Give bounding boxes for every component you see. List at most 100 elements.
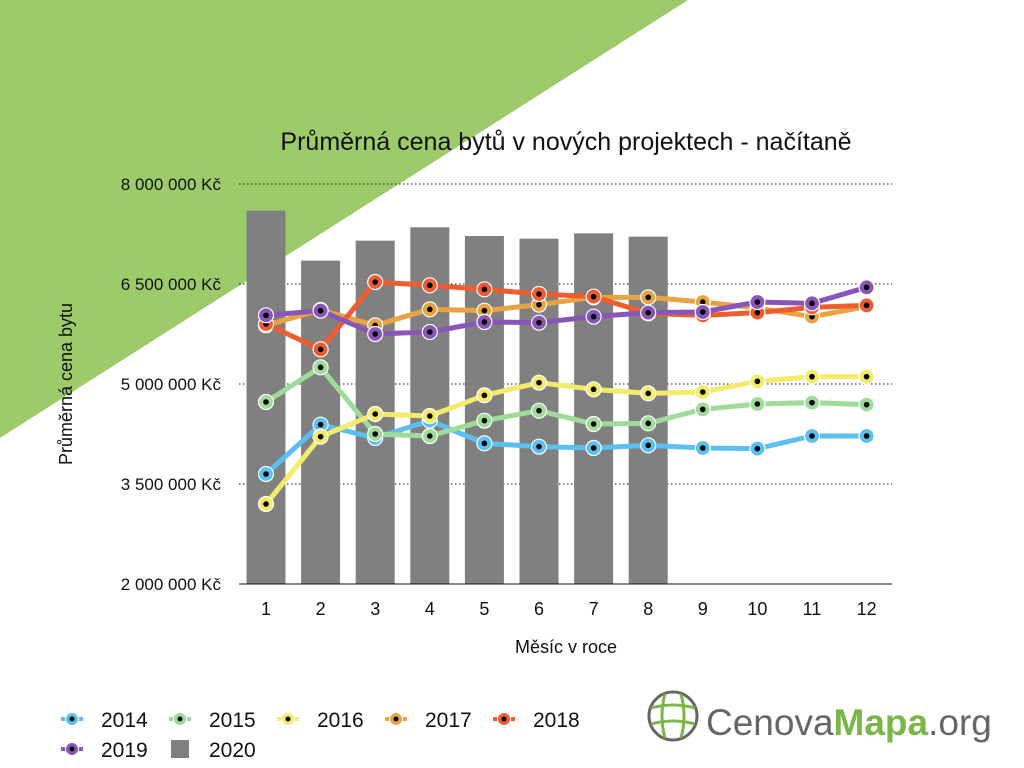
x-tick-label: 11 <box>803 599 822 619</box>
x-tick-label: 8 <box>643 599 653 619</box>
point-center <box>317 307 324 314</box>
point-center <box>700 389 706 395</box>
point-center <box>863 373 870 380</box>
point-center <box>645 442 651 449</box>
point-center <box>372 279 379 285</box>
legend: 2014 2015 2016 2017 2018 2019 2020 <box>61 709 580 762</box>
point-center <box>427 282 433 289</box>
point-center <box>536 291 542 297</box>
point-center <box>481 286 488 293</box>
legend-swatch-dot <box>285 716 291 722</box>
point-center <box>372 331 379 337</box>
point-center <box>863 284 870 291</box>
point-center <box>481 417 488 424</box>
point-center <box>263 312 269 319</box>
series-2016 <box>257 368 875 513</box>
legend-item-2016: 2016 <box>277 709 364 732</box>
line-2015 <box>263 364 870 439</box>
line-2019 <box>263 284 870 337</box>
logo-part-cenova: Cenova <box>706 702 834 743</box>
series-2019 <box>257 279 875 343</box>
x-tick-label: 3 <box>370 599 380 619</box>
legend-label: 2018 <box>533 709 580 732</box>
x-tick-label: 1 <box>261 599 271 619</box>
legend-swatch-dot <box>69 746 75 752</box>
x-tick-label: 4 <box>425 599 435 619</box>
series-2015 <box>257 359 875 445</box>
point-center <box>536 379 542 386</box>
point-center <box>700 406 706 413</box>
point-center <box>427 433 433 439</box>
x-axis-ticks: 1 2 3 4 5 6 7 8 9 10 11 12 <box>261 599 877 619</box>
line-2018 <box>263 279 870 352</box>
y-axis-label: Průměrná cena bytu <box>56 303 76 465</box>
point-center <box>536 407 542 414</box>
legend-label: 2019 <box>101 739 148 762</box>
logo-part-mapa: Mapa <box>834 702 929 743</box>
series-2014 <box>257 412 875 483</box>
point-center <box>317 433 324 440</box>
legend-label: 2016 <box>317 709 364 732</box>
legend-label: 2020 <box>209 739 256 762</box>
point-center <box>317 364 324 371</box>
y-tick-label: 5 000 000 Kč <box>121 375 222 394</box>
point-center <box>590 445 597 451</box>
line-2014 <box>263 418 870 477</box>
legend-item-2019: 2019 <box>61 739 148 762</box>
point-center <box>754 445 761 452</box>
point-center <box>754 378 761 385</box>
cenovamapa-logo: CenovaMapa.org <box>647 690 992 743</box>
point-center <box>645 390 651 397</box>
legend-swatch-dot <box>69 716 75 722</box>
y-axis-ticks: 2 000 000 Kč 3 500 000 Kč 5 000 000 Kč 6 50… <box>121 175 222 594</box>
legend-item-2017: 2017 <box>385 709 472 732</box>
legend-swatch-dot <box>177 716 183 722</box>
point-center <box>317 421 324 428</box>
point-center <box>263 399 269 405</box>
legend-swatch-dot <box>501 716 507 722</box>
point-center <box>863 433 870 439</box>
point-center <box>700 309 706 315</box>
y-tick-label: 2 000 000 Kč <box>121 575 222 594</box>
x-tick-label: 9 <box>698 599 708 619</box>
chart-title: Průměrná cena bytů v nových projektech -… <box>280 128 851 156</box>
point-center <box>536 443 542 450</box>
point-center <box>700 299 706 305</box>
legend-item-2014: 2014 <box>61 709 148 732</box>
legend-item-2020: 2020 <box>171 739 256 762</box>
point-center <box>427 329 433 335</box>
point-center <box>536 319 542 326</box>
line-2016 <box>263 374 870 507</box>
point-center <box>863 401 870 408</box>
y-tick-label: 3 500 000 Kč <box>121 475 222 494</box>
legend-label: 2015 <box>209 709 256 732</box>
point-center <box>590 313 597 320</box>
x-tick-label: 5 <box>479 599 489 619</box>
point-center <box>427 413 433 419</box>
y-tick-label: 6 500 000 Kč <box>121 275 222 294</box>
point-center <box>263 501 269 507</box>
point-center <box>372 431 379 437</box>
point-center <box>809 433 815 439</box>
globe-icon <box>647 690 699 742</box>
x-tick-label: 6 <box>534 599 544 619</box>
legend-swatch-dot <box>393 716 399 722</box>
point-center <box>481 307 488 314</box>
bar-2020-month-8 <box>628 236 668 584</box>
point-center <box>754 309 761 316</box>
point-center <box>427 306 433 313</box>
legend-label: 2014 <box>101 709 148 732</box>
point-center <box>317 346 324 353</box>
point-center <box>863 302 870 309</box>
point-center <box>809 373 815 380</box>
point-center <box>809 399 815 406</box>
logo-text: CenovaMapa.org <box>706 702 992 743</box>
green-corner-triangle <box>0 0 688 438</box>
point-center <box>590 386 597 393</box>
x-axis-label: Měsíc v roce <box>515 637 617 657</box>
point-center <box>481 319 488 325</box>
x-tick-label: 12 <box>857 599 877 619</box>
point-center <box>754 401 761 407</box>
x-tick-label: 10 <box>747 599 767 619</box>
point-center <box>590 293 597 300</box>
